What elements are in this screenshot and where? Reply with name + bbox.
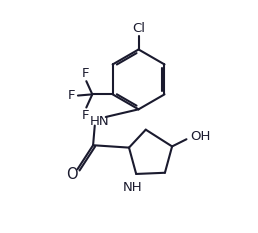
Text: O: O [67, 167, 78, 182]
Text: Cl: Cl [132, 22, 145, 35]
Text: HN: HN [89, 115, 109, 128]
Text: OH: OH [190, 130, 211, 143]
Text: NH: NH [123, 181, 142, 194]
Text: F: F [81, 109, 89, 122]
Text: F: F [68, 89, 75, 102]
Text: F: F [81, 67, 89, 80]
